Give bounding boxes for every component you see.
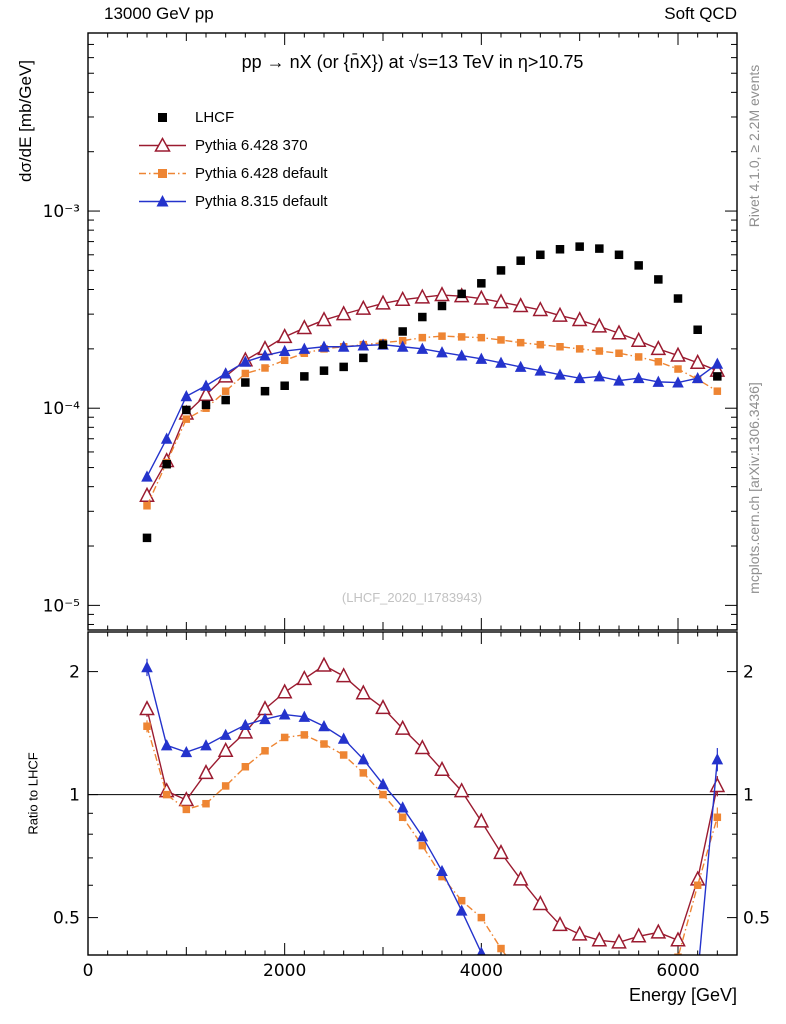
plot-title: pp → nX (or {n̄X}) at √s=13 TeV in η>10.… [241, 52, 584, 72]
analysis-watermark: (LHCF_2020_I1783943) [341, 590, 483, 605]
pythia8-default-marker-icon [138, 192, 187, 211]
x-axis-label: Energy [GeV] [628, 985, 737, 1005]
y-axis-label-main: dσ/dE [mb/GeV] [16, 60, 35, 182]
process-group-label: Soft QCD [664, 4, 737, 23]
legend-label-pythia8-default: Pythia 8.315 default [195, 193, 328, 210]
legend-label-pythia6-370: Pythia 6.428 370 [195, 137, 308, 154]
legend-item-pythia6-370: Pythia 6.428 370 [138, 136, 308, 155]
y-axis-label-ratio: Ratio to LHCF [25, 752, 41, 835]
legend-item-pythia6-default: Pythia 6.428 default [138, 164, 328, 183]
legend-label-pythia6-default: Pythia 6.428 default [195, 165, 328, 182]
legend-item-pythia8-default: Pythia 8.315 default [138, 192, 328, 211]
pythia6-370-marker-icon [138, 136, 187, 155]
legend-label-lhcf: LHCF [195, 109, 235, 126]
pythia6-default-marker-icon [138, 164, 187, 183]
mcplots-reference-note: mcplots.cern.ch [arXiv:1306.3436] [746, 382, 762, 594]
rivet-version-note: Rivet 4.1.0, ≥ 2.2M events [746, 64, 762, 228]
legend-item-lhcf: LHCF [138, 108, 234, 127]
beam-energy-label: 13000 GeV pp [104, 4, 214, 23]
lhcf-marker-icon [138, 108, 187, 127]
